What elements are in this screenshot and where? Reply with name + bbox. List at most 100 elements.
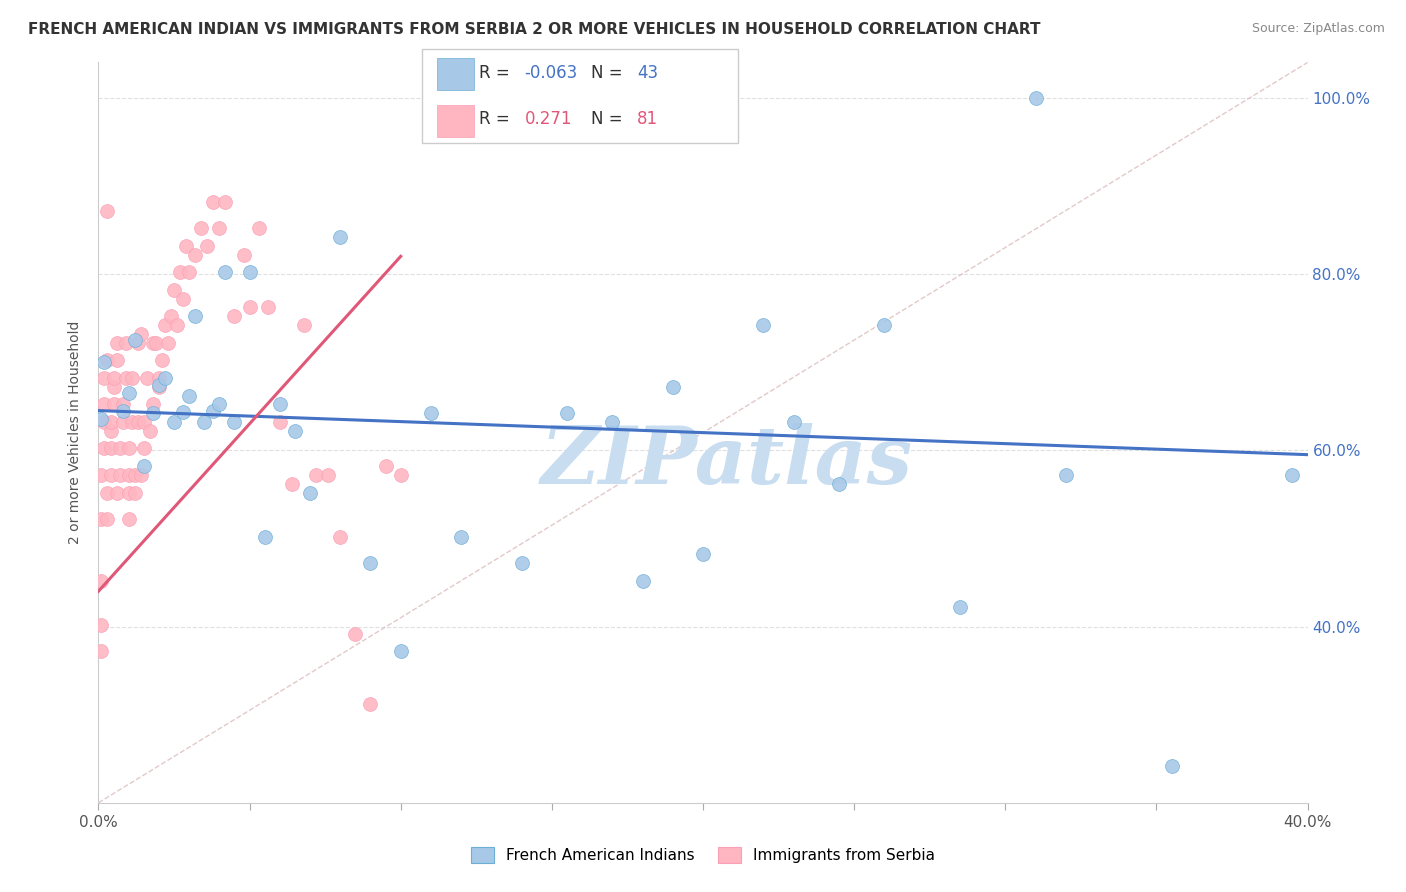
Point (160, 310, 183, 324)
Point (193, 415, 215, 429)
Point (105, 485, 128, 500)
Point (118, 467, 141, 482)
Point (90, 617, 112, 632)
Point (202, 194, 225, 209)
Text: N =: N = (591, 111, 627, 128)
Point (174, 239, 197, 253)
Point (139, 424, 162, 438)
Point (127, 415, 149, 429)
Point (450, 530, 472, 544)
Point (111, 403, 134, 417)
Text: N =: N = (591, 63, 627, 81)
Point (153, 318, 176, 332)
Point (172, 405, 194, 419)
Point (93, 415, 115, 429)
Point (129, 467, 152, 482)
Point (389, 644, 412, 658)
Point (93, 355, 115, 369)
Point (202, 404, 225, 418)
Point (103, 371, 125, 385)
Point (118, 386, 141, 401)
Point (169, 265, 191, 279)
Point (316, 467, 339, 482)
Point (389, 467, 412, 482)
Point (100, 424, 122, 438)
Point (329, 230, 352, 244)
Point (253, 530, 276, 544)
Point (166, 318, 188, 332)
Point (93, 371, 115, 385)
Point (148, 378, 170, 392)
Point (752, 318, 775, 332)
Point (132, 459, 155, 474)
Point (172, 292, 194, 306)
Point (96, 485, 118, 500)
Point (124, 485, 146, 500)
Point (108, 467, 131, 482)
Point (1160, 758, 1182, 772)
Point (281, 476, 304, 491)
Point (118, 512, 141, 526)
Point (114, 335, 136, 350)
Point (184, 247, 207, 261)
Point (118, 485, 141, 500)
Point (124, 333, 146, 347)
Point (105, 335, 128, 350)
Point (360, 697, 382, 711)
Point (105, 353, 128, 368)
Point (100, 415, 122, 429)
Point (121, 415, 143, 429)
Point (103, 380, 125, 394)
Point (93, 397, 115, 411)
Point (90, 644, 112, 658)
Point (111, 415, 134, 429)
Text: FRENCH AMERICAN INDIAN VS IMMIGRANTS FROM SERBIA 2 OR MORE VEHICLES IN HOUSEHOLD: FRENCH AMERICAN INDIAN VS IMMIGRANTS FRO… (28, 22, 1040, 37)
Point (124, 467, 146, 482)
Text: 81: 81 (637, 111, 658, 128)
Point (153, 371, 176, 385)
Point (142, 397, 165, 411)
Point (555, 406, 578, 420)
Point (100, 442, 122, 456)
Point (256, 301, 278, 315)
Point (247, 221, 270, 235)
Point (96, 203, 118, 218)
Point (96, 353, 118, 368)
Point (132, 415, 155, 429)
Point (305, 467, 328, 482)
Point (190, 221, 212, 235)
Point (90, 412, 112, 426)
Point (208, 397, 231, 411)
Text: R =: R = (479, 111, 520, 128)
Point (284, 424, 307, 438)
Point (100, 467, 122, 482)
Point (232, 247, 254, 261)
Point (156, 335, 179, 350)
Point (142, 335, 165, 350)
Point (96, 512, 118, 526)
Point (90, 467, 112, 482)
Point (828, 476, 851, 491)
Legend: French American Indians, Immigrants from Serbia: French American Indians, Immigrants from… (465, 841, 941, 869)
Point (239, 301, 262, 315)
Point (239, 265, 262, 279)
Point (949, 600, 972, 615)
Point (163, 283, 186, 297)
Point (148, 371, 170, 385)
Point (179, 388, 201, 402)
Point (129, 326, 152, 341)
Point (135, 371, 157, 385)
Point (269, 397, 291, 411)
Text: 0.271: 0.271 (524, 111, 572, 128)
Text: -0.063: -0.063 (524, 63, 578, 81)
Point (114, 371, 136, 385)
Point (145, 335, 167, 350)
Point (329, 530, 352, 544)
Text: 43: 43 (637, 63, 658, 81)
Point (292, 318, 315, 332)
Point (179, 265, 201, 279)
Point (224, 310, 246, 324)
Point (1054, 467, 1077, 482)
Point (214, 194, 236, 209)
Point (118, 442, 141, 456)
